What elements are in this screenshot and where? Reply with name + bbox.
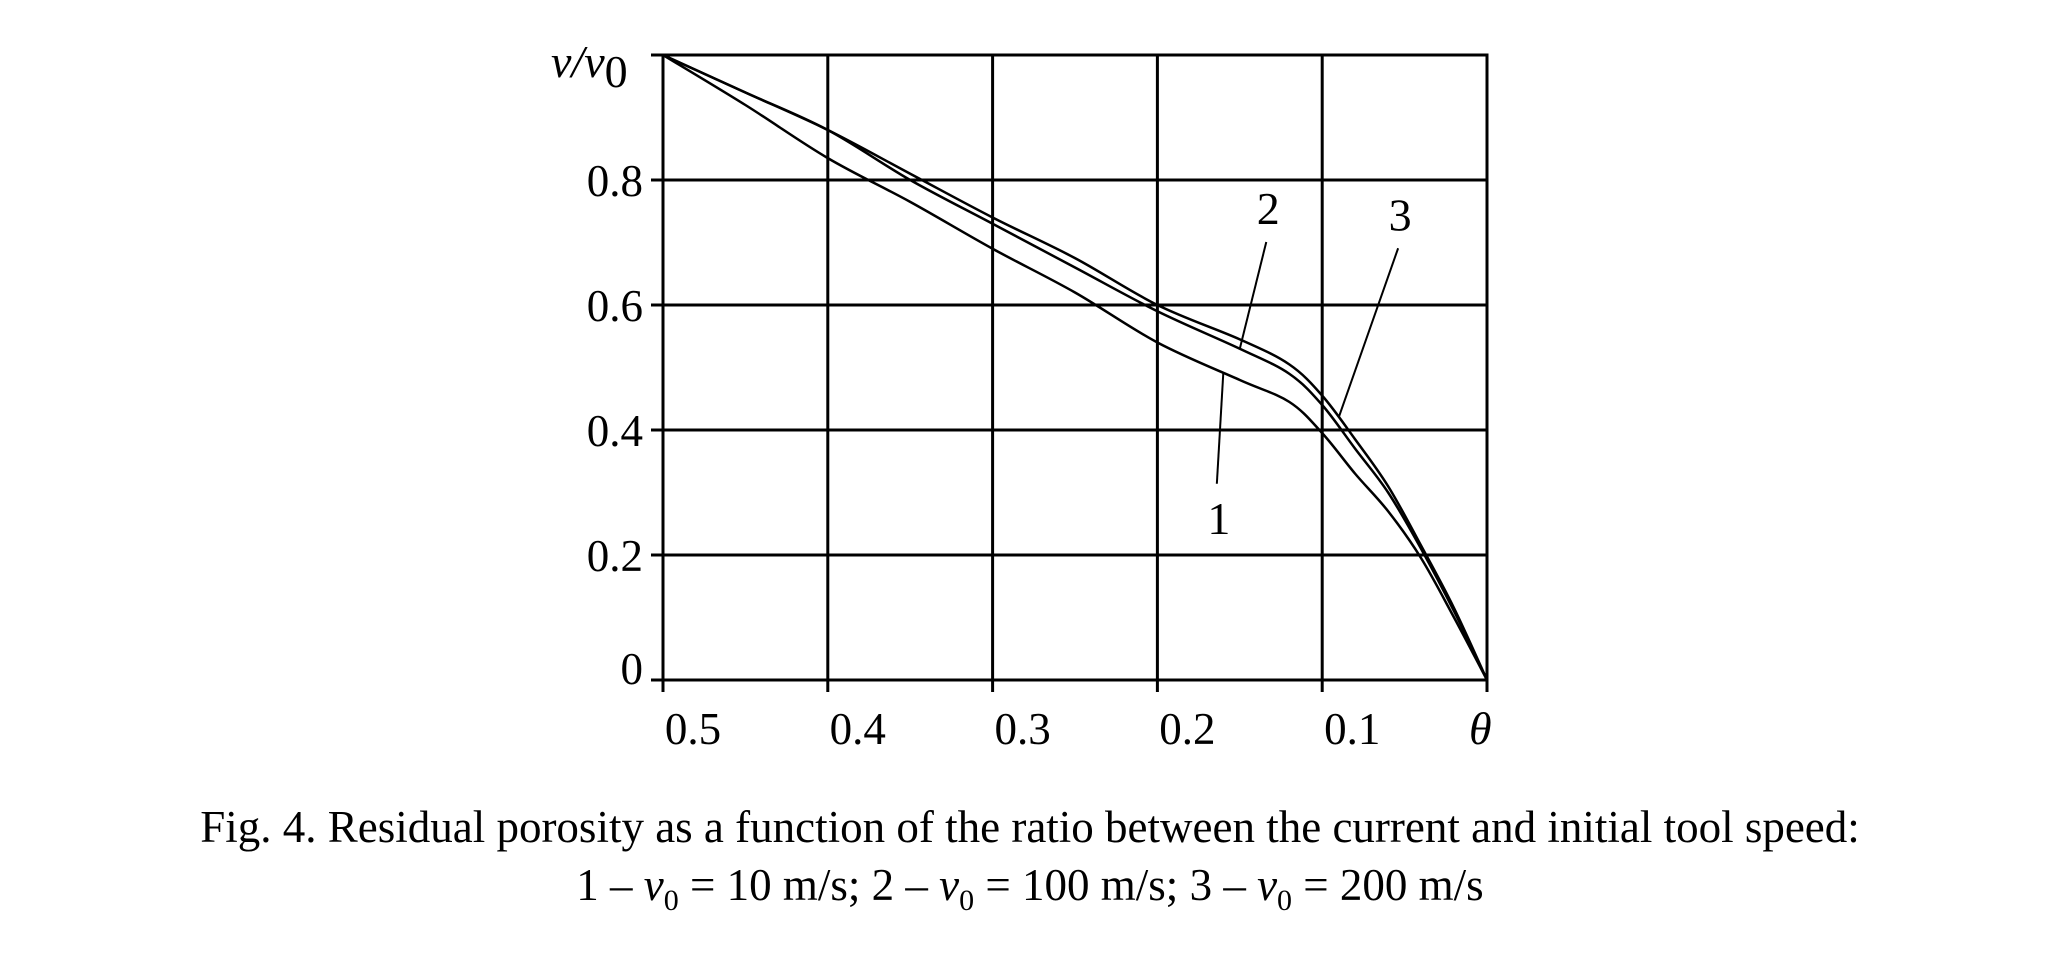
- y-tick-label: 0.4: [587, 406, 643, 456]
- curve-label-2: 2: [1257, 183, 1280, 234]
- caption-speed-symbol: v: [643, 860, 664, 910]
- curves: [662, 53, 1489, 681]
- caption-speed-subscript: 0: [1277, 884, 1293, 917]
- y-axis-title-subscript: 0: [605, 46, 628, 97]
- curve-3: [662, 53, 1489, 681]
- y-tick-label: 0: [621, 644, 644, 694]
- y-axis-title-main: v/v: [551, 36, 605, 87]
- tick-marks: [651, 53, 1489, 692]
- caption-seg1-prefix: 1 –: [576, 860, 644, 910]
- tick-labels: 0.5 0.4 0.3 0.2 0.1 0 0.2 0.4 0.6 0.8: [587, 156, 1381, 754]
- y-tick-label: 0.6: [587, 281, 643, 331]
- y-axis-title: v/v0: [551, 36, 628, 97]
- plot-frame: [661, 53, 1489, 682]
- caption-speed-subscript: 0: [959, 884, 975, 917]
- caption-speed-symbol: v: [939, 860, 960, 910]
- caption-speed-symbol: v: [1257, 860, 1278, 910]
- curve-label-3: 3: [1389, 189, 1412, 240]
- caption-speed-subscript: 0: [663, 884, 679, 917]
- y-tick-label: 0.8: [587, 156, 643, 206]
- leader-line-1: [1215, 372, 1225, 484]
- caption-seg2-value: = 100 m/s;: [974, 860, 1190, 910]
- x-tick-label: 0.1: [1324, 704, 1380, 754]
- curve-labels: 1 2 3: [1207, 183, 1411, 544]
- x-tick-label: 0.5: [665, 704, 721, 754]
- y-tick-label: 0.2: [587, 531, 643, 581]
- grid: [661, 53, 1489, 682]
- leader-line-3: [1337, 247, 1400, 418]
- x-axis-title: θ: [1469, 703, 1492, 754]
- leader-line-2: [1238, 241, 1268, 349]
- x-tick-label: 0.3: [994, 704, 1050, 754]
- caption-seg3-prefix: 3 –: [1189, 860, 1258, 910]
- curve-2: [662, 53, 1489, 681]
- x-tick-label: 0.4: [830, 704, 886, 754]
- curve-1: [662, 53, 1489, 681]
- caption-seg2-prefix: 2 –: [871, 860, 940, 910]
- figure-caption-line2: 1 – v0 = 10 m/s; 2 – v0 = 100 m/s; 3 – v…: [0, 858, 2060, 928]
- figure-caption-line1: Fig. 4. Residual porosity as a function …: [200, 802, 1860, 852]
- curve-label-1: 1: [1207, 493, 1230, 544]
- caption-seg3-value: = 200 m/s: [1292, 860, 1484, 910]
- caption-seg1-value: = 10 m/s;: [678, 860, 872, 910]
- x-tick-label: 0.2: [1159, 704, 1215, 754]
